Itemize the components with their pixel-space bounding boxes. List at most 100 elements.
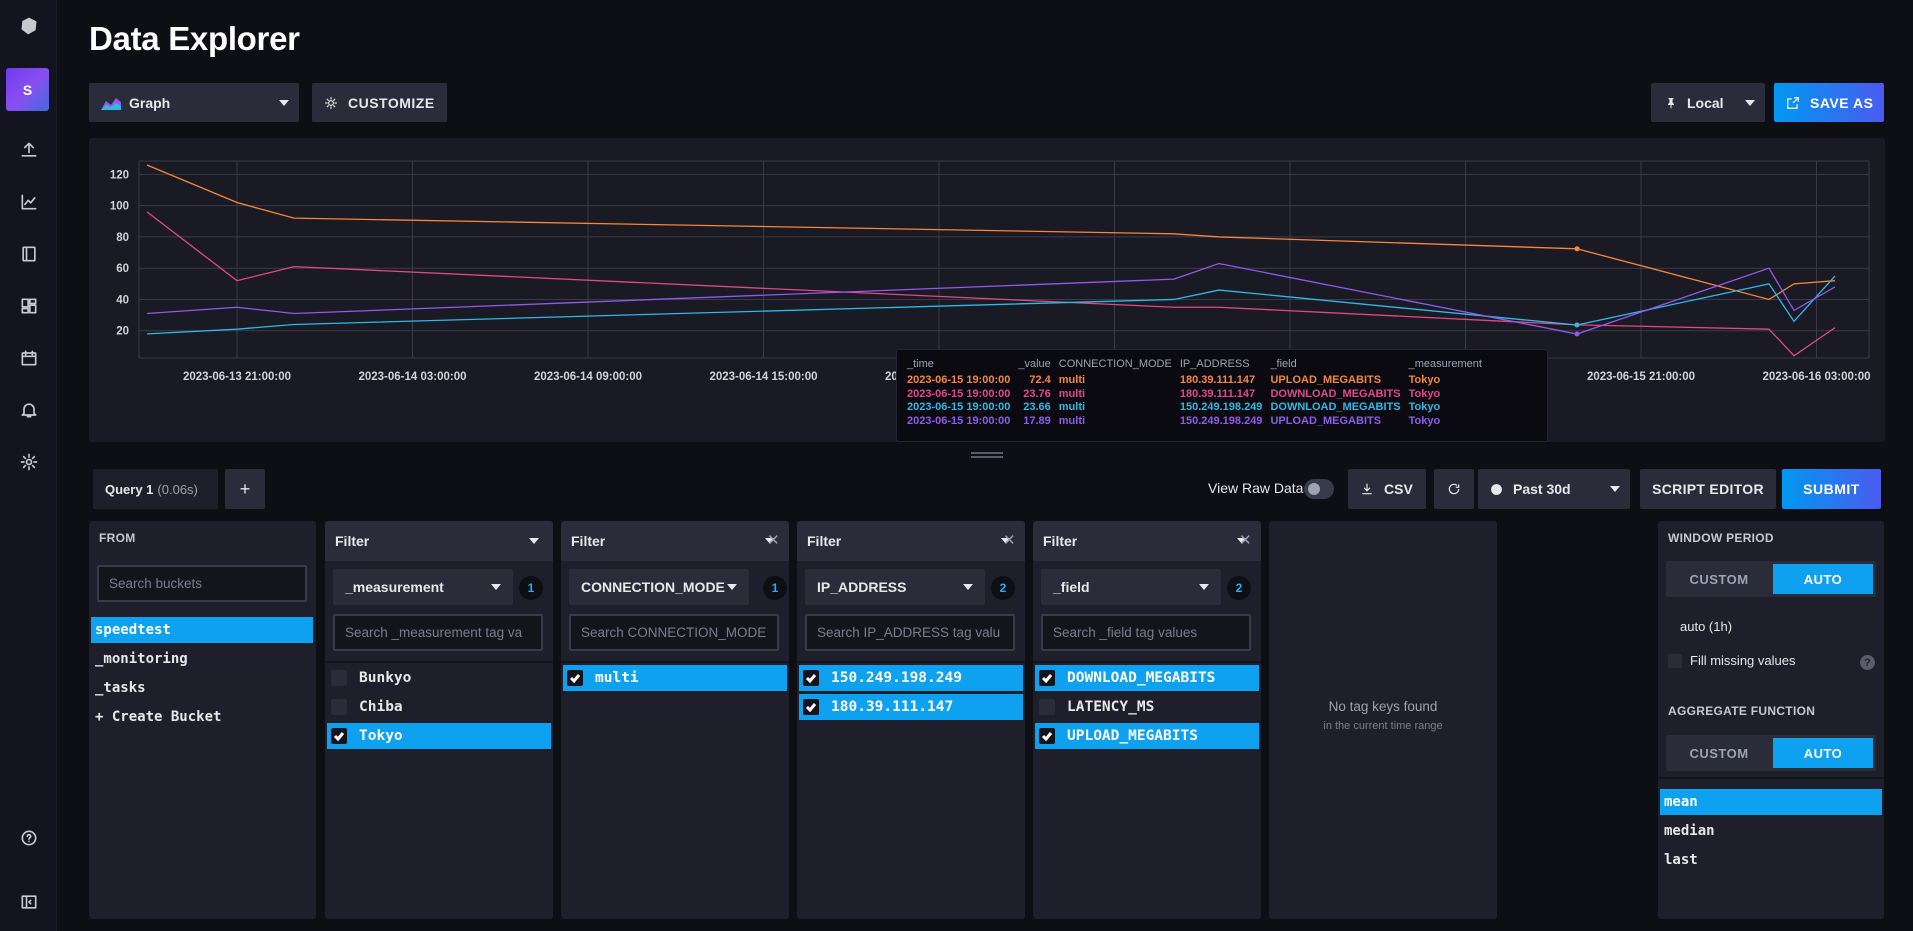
function-custom-button[interactable]: CUSTOM [1689, 745, 1749, 761]
series-line [146, 164, 1836, 301]
tag-value-search-input[interactable]: Search IP_ADDRESS tag valu [805, 614, 1015, 651]
selected-count-badge: 2 [1227, 576, 1251, 600]
bucket-item[interactable]: speedtest [91, 617, 313, 643]
refresh-button[interactable] [1434, 469, 1474, 509]
filter-card: Filter ✕ CONNECTION_MODE 1 Search CONNECTION… [561, 521, 789, 919]
upload-icon[interactable] [0, 130, 57, 170]
checkbox[interactable] [331, 699, 347, 715]
customize-button[interactable]: CUSTOMIZE [312, 83, 447, 122]
checkbox[interactable] [331, 728, 347, 744]
check-icon [333, 732, 345, 742]
query-tab[interactable]: Query 1 (0.06s) [93, 469, 218, 509]
tooltip-cell-measurement: Tokyo [1408, 401, 1441, 413]
avatar[interactable]: S [6, 68, 49, 111]
filter-function-dropdown[interactable]: Filter [561, 521, 789, 561]
tooltip-cell-measurement: Tokyo [1408, 374, 1441, 386]
aggregate-function-item[interactable]: median [1664, 823, 1715, 839]
collapse-sidebar-icon[interactable] [0, 882, 57, 922]
tag-value-search-input[interactable]: Search _measurement tag va [333, 614, 543, 651]
y-tick-label: 120 [110, 169, 129, 181]
fill-missing-checkbox[interactable] [1668, 653, 1682, 668]
checkbox[interactable] [803, 699, 819, 715]
tag-value-item[interactable]: LATENCY_MS [1035, 694, 1259, 720]
tag-value-item[interactable]: 180.39.111.147 [799, 694, 1023, 720]
filter-function-dropdown[interactable]: Filter [1033, 521, 1261, 561]
export-icon [1787, 96, 1799, 109]
aggregate-function-item[interactable]: mean [1660, 789, 1882, 815]
tooltip-header: IP_ADDRESS [1179, 358, 1250, 370]
tag-key-dropdown[interactable]: IP_ADDRESS [805, 569, 985, 605]
view-raw-data-toggle[interactable] [1304, 479, 1334, 499]
influx-logo-icon[interactable] [0, 6, 57, 46]
filter-head-label: Filter [571, 533, 606, 549]
empty-title: No tag keys found [1328, 699, 1438, 714]
tag-key-label: CONNECTION_MODE [581, 579, 725, 595]
checkbox[interactable] [803, 670, 819, 686]
tooltip-row: 2023-06-15 19:00:00 17.89 multi 150.249.198… [907, 415, 1490, 429]
tag-value-item[interactable]: multi [563, 665, 787, 691]
timezone-dropdown[interactable]: Local [1651, 83, 1765, 122]
script-editor-button[interactable]: SCRIPT EDITOR [1640, 469, 1776, 509]
settings-gear-icon[interactable] [0, 442, 57, 482]
function-auto-button[interactable]: AUTO [1773, 738, 1873, 768]
tag-value-item[interactable]: Bunkyo [327, 665, 551, 691]
chevron-down-icon [1610, 486, 1620, 492]
check-icon [805, 674, 817, 684]
close-icon[interactable]: ✕ [767, 532, 780, 549]
refresh-icon [1448, 483, 1460, 495]
tasks-calendar-icon[interactable] [0, 338, 57, 378]
clock-icon [1491, 483, 1502, 495]
tag-value-label: Chiba [359, 699, 403, 715]
filter-card: Filter ✕ IP_ADDRESS 2 Search IP_ADDRESS tag … [797, 521, 1025, 919]
window-custom-button[interactable]: CUSTOM [1689, 571, 1749, 587]
save-as-button[interactable]: SAVE AS [1774, 83, 1884, 122]
tag-value-search-input[interactable]: Search _field tag values [1041, 614, 1251, 651]
add-query-button[interactable]: + [225, 469, 265, 509]
filter-function-dropdown[interactable]: Filter [325, 521, 553, 561]
tag-key-dropdown[interactable]: _field [1041, 569, 1221, 605]
fill-missing-row[interactable]: Fill missing values [1668, 653, 1795, 668]
x-tick-label: 2023-06-14 09:00:00 [534, 371, 642, 383]
filter-function-dropdown[interactable]: Filter [797, 521, 1025, 561]
csv-button[interactable]: CSV [1348, 469, 1426, 509]
submit-button[interactable]: SUBMIT [1782, 469, 1881, 509]
time-range-dropdown[interactable]: Past 30d [1478, 469, 1630, 509]
tag-key-dropdown[interactable]: _measurement [333, 569, 513, 605]
bucket-item[interactable]: + Create Bucket [95, 709, 222, 725]
view-type-dropdown[interactable]: Graph [89, 83, 299, 122]
graph-icon[interactable] [0, 182, 57, 222]
tag-key-dropdown[interactable]: CONNECTION_MODE [569, 569, 749, 605]
help-icon[interactable] [0, 818, 57, 858]
bucket-item[interactable]: _tasks [95, 680, 146, 696]
window-auto-button[interactable]: AUTO [1773, 564, 1873, 594]
tag-value-item[interactable]: 150.249.198.249 [799, 665, 1023, 691]
tooltip-cell-ip: 180.39.111.147 [1179, 387, 1256, 400]
checkbox[interactable] [1039, 670, 1055, 686]
tag-value-item[interactable]: Chiba [327, 694, 551, 720]
hover-point [1574, 322, 1580, 328]
tooltip-cell-field: DOWNLOAD_MEGABITS [1270, 401, 1401, 413]
checkbox[interactable] [1039, 699, 1055, 715]
tag-value-item[interactable]: UPLOAD_MEGABITS [1035, 723, 1259, 749]
dashboards-icon[interactable] [0, 286, 57, 326]
notebook-icon[interactable] [0, 234, 57, 274]
bucket-item[interactable]: _monitoring [95, 651, 188, 667]
checkbox[interactable] [331, 670, 347, 686]
chevron-down-icon [727, 584, 737, 590]
close-icon[interactable]: ✕ [1239, 532, 1252, 549]
tag-value-search-input[interactable]: Search CONNECTION_MODE [569, 614, 779, 651]
help-icon[interactable]: ? [1860, 655, 1875, 670]
alerts-bell-icon[interactable] [0, 390, 57, 430]
resize-handle[interactable] [971, 452, 1003, 458]
tag-value-item[interactable]: Tokyo [327, 723, 551, 749]
checkbox[interactable] [567, 670, 583, 686]
tag-value-item[interactable]: DOWNLOAD_MEGABITS [1035, 665, 1259, 691]
tag-key-label: _field [1053, 579, 1090, 595]
check-icon [1041, 674, 1053, 684]
aggregate-function-item[interactable]: last [1664, 852, 1698, 868]
tooltip-cell-mode: multi [1058, 414, 1086, 427]
checkbox[interactable] [1039, 728, 1055, 744]
aggregate-function-toggle: CUSTOM AUTO [1666, 735, 1876, 771]
close-icon[interactable]: ✕ [1003, 532, 1016, 549]
bucket-search-input[interactable]: Search buckets [97, 565, 307, 602]
